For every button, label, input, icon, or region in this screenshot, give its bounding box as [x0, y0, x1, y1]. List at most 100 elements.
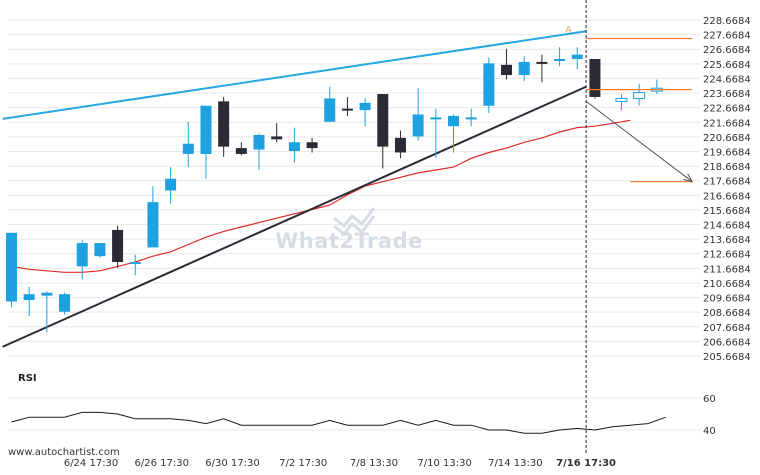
watermark-logo-icon — [333, 207, 376, 237]
candle-body — [341, 108, 353, 111]
candle-body — [288, 142, 300, 152]
x-tick-label: 7/16 17:30 — [556, 458, 616, 469]
candle-body — [94, 243, 106, 257]
trendlines — [2, 30, 587, 348]
watermark: What2Trade — [275, 207, 423, 253]
y-tick-label: 205.6684 — [703, 352, 751, 363]
y-tick-label: 226.6684 — [703, 45, 751, 56]
y-tick-label: 214.6684 — [703, 221, 751, 232]
y-tick-label: 220.6684 — [703, 133, 751, 144]
y-tick-label: 222.6684 — [703, 104, 751, 115]
candle — [536, 54, 548, 83]
candle-body — [430, 117, 442, 120]
candle-body — [59, 294, 71, 312]
x-tick-label: 7/2 17:30 — [279, 458, 327, 469]
candle-body — [76, 243, 88, 267]
candle-body — [465, 117, 477, 120]
candle-body — [23, 294, 35, 301]
y-tick-label: 223.6684 — [703, 89, 751, 100]
y-tick-label: 209.6684 — [703, 294, 751, 305]
candle — [483, 57, 495, 114]
candle — [501, 48, 513, 80]
y-tick-label: 207.6684 — [703, 323, 751, 334]
candle-body — [306, 142, 318, 149]
candles — [6, 47, 663, 333]
candle-body — [41, 292, 53, 296]
y-tick-label: 213.6684 — [703, 235, 751, 246]
attribution: www.autochartist.com — [8, 447, 120, 458]
watermark-text: What2Trade — [275, 229, 423, 253]
candle — [6, 232, 17, 308]
y-tick-label: 224.6684 — [703, 74, 751, 85]
candle-body — [182, 143, 194, 154]
rsi-line — [11, 411, 666, 434]
y-tick-label: 219.6684 — [703, 147, 751, 158]
moving-average — [11, 119, 631, 273]
rsi-label: RSI — [18, 373, 37, 384]
x-axis-ticks: 6/24 17:30 6/26 17:30 6/30 17:30 7/2 17:30 7… — [64, 458, 616, 469]
y-tick-label: 217.6684 — [703, 177, 751, 188]
candle-body — [394, 137, 406, 153]
x-tick-label: 6/26 17:30 — [135, 458, 189, 469]
y-tick-label: 211.6684 — [703, 264, 751, 275]
candle — [359, 98, 371, 127]
candle — [76, 240, 88, 280]
candle — [589, 58, 601, 99]
rsi-panel: RSI — [11, 373, 666, 434]
forecast-candle-body — [633, 92, 646, 99]
candle-body — [253, 134, 265, 150]
x-tick-label: 6/30 17:30 — [205, 458, 259, 469]
candle-body — [147, 202, 159, 248]
candle-body — [412, 114, 424, 137]
candle-body — [554, 58, 566, 61]
candle-body — [536, 61, 548, 64]
y-tick-label: 216.6684 — [703, 191, 751, 202]
candle — [324, 86, 336, 122]
forecast-candle-body — [615, 97, 628, 102]
candle-body — [448, 115, 459, 127]
y-tick-label: 210.6684 — [703, 279, 751, 290]
y-tick-label: 212.6684 — [703, 250, 751, 261]
pattern-marker: A — [565, 26, 572, 36]
candle-body — [235, 148, 247, 154]
candle — [129, 254, 141, 276]
y-tick-label: 215.6684 — [703, 206, 751, 217]
grid — [8, 19, 700, 431]
levels: A — [565, 26, 694, 183]
upper-trendline — [2, 30, 587, 120]
candle-body — [483, 63, 495, 106]
candle-body — [129, 262, 141, 265]
x-tick-label: 7/14 13:30 — [488, 458, 542, 469]
candle — [518, 56, 530, 81]
candle — [571, 47, 583, 70]
candle — [253, 133, 265, 171]
y-tick-label: 208.6684 — [703, 308, 751, 319]
candle — [430, 108, 442, 159]
candle — [448, 114, 459, 153]
candle — [147, 186, 159, 248]
candle — [182, 121, 194, 168]
y-tick-label: 228.6684 — [703, 16, 751, 27]
y-tick-label: 206.6684 — [703, 337, 751, 348]
candle-body — [501, 64, 513, 76]
candle-body — [571, 54, 583, 59]
candle-body — [165, 178, 177, 191]
candle — [112, 225, 124, 268]
candle — [94, 243, 106, 258]
candle — [200, 105, 212, 179]
candle — [218, 96, 230, 157]
forecast-candle — [650, 79, 663, 95]
candle — [271, 123, 283, 143]
y-tick-label: 218.6684 — [703, 162, 751, 173]
candle-body — [112, 229, 124, 263]
candle — [165, 167, 177, 204]
candle-body — [377, 94, 389, 147]
candle — [554, 47, 566, 67]
candle-body — [589, 58, 601, 97]
candle — [59, 292, 71, 315]
candle-body — [324, 98, 336, 122]
candle-body — [518, 61, 530, 76]
target-arrow-line — [585, 100, 693, 183]
candle-body — [6, 232, 17, 302]
x-tick-label: 7/10 13:30 — [417, 458, 471, 469]
